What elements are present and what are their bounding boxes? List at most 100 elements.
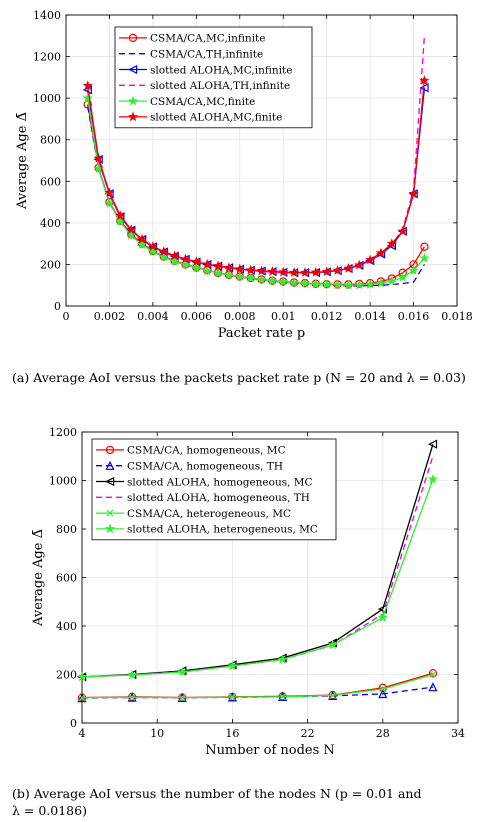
chart0-point-csma-ca-mc-finite	[180, 259, 191, 270]
chart1-x-tick-label: 22	[301, 727, 315, 740]
chart0-point-csma-ca-mc-finite	[278, 276, 289, 287]
chart1-point-slotted-aloha-heterogeneous-mc	[227, 660, 238, 671]
chart0-point-slotted-aloha-mc-finite	[158, 246, 169, 256]
chart0-point-slotted-aloha-mc-finite	[136, 233, 148, 244]
chart1-legend-box	[91, 438, 337, 541]
chart0-y-tick-label: 1000	[33, 92, 61, 105]
chart1-legend-marker	[105, 460, 115, 470]
chart1-y-axis-label: Average Age Δ̄	[31, 529, 46, 627]
chart0-point-csma-ca-mc-finite	[147, 246, 158, 256]
chart1-point-csma-ca-heterogeneous-mc	[329, 691, 337, 699]
chart1-series-csma-ca-heterogeneous-mc	[78, 671, 437, 702]
chart1-point-csma-ca-heterogeneous-mc	[128, 693, 136, 701]
chart0-point-slotted-aloha-mc-finite	[375, 247, 387, 258]
chart0-axes-box	[65, 14, 458, 307]
chart0-x-tick-label: 0.01	[271, 310, 296, 323]
chart0-point-slotted-aloha-mc-finite	[354, 259, 365, 270]
chart0-point-slotted-aloha-mc-finite	[147, 240, 158, 251]
chart1-legend-marker	[105, 476, 115, 487]
chart0-point-csma-ca-mc-finite	[245, 272, 256, 283]
chart1-x-tick-label: 28	[376, 727, 390, 740]
chart1-line-slotted-aloha-homogeneous-th	[81, 456, 434, 678]
chart0-point-slotted-aloha-mc-finite	[288, 267, 300, 277]
chart0-x-axis-label: Packet rate p	[218, 326, 305, 341]
chart0-y-tick-label: 200	[40, 258, 61, 271]
chart0-point-slotted-aloha-mc-finite	[202, 258, 213, 269]
chart1-legend-label: CSMA/CA, homogeneous, TH	[127, 461, 283, 473]
chart0-x-tick-label: 0.012	[311, 310, 343, 323]
chart0-point-slotted-aloha-mc-finite	[299, 267, 311, 277]
chart0-series-csma-ca-mc-finite	[82, 92, 430, 290]
chart0-legend-label: CSMA/CA,MC,finite	[150, 96, 255, 108]
chart1-point-csma-ca-heterogeneous-mc	[228, 693, 236, 701]
chart0-point-slotted-aloha-mc-finite	[169, 250, 180, 261]
chart1-legend-label: CSMA/CA, homogeneous, MC	[127, 445, 286, 457]
chart1-y-tick-label: 600	[56, 572, 77, 585]
chart0-point-csma-ca-mc-infinite	[420, 242, 429, 251]
chart0-point-csma-ca-mc-finite	[169, 255, 180, 266]
chart0-point-slotted-aloha-mc-finite	[321, 266, 332, 277]
chart1-legend-label: CSMA/CA, heterogeneous, MC	[127, 508, 291, 520]
chart0-point-csma-ca-mc-finite	[223, 269, 235, 280]
chart1-point-csma-ca-heterogeneous-mc	[279, 693, 286, 701]
chart0-x-tick-label: 0.016	[398, 310, 430, 323]
chart0-point-csma-ca-mc-finite	[419, 252, 430, 263]
chart0-point-csma-ca-mc-finite	[365, 279, 376, 289]
chart1-x-tick-label: 16	[225, 727, 239, 740]
chart0-point-csma-ca-mc-finite	[299, 278, 311, 288]
chart1-point-slotted-aloha-heterogeneous-mc	[427, 473, 439, 484]
chart0-point-csma-ca-mc-finite	[256, 274, 267, 284]
chart1-y-tick-label: 0	[70, 717, 77, 730]
chart0-point-csma-ca-mc-finite	[158, 251, 169, 262]
chart1-point-csma-ca-heterogeneous-mc	[178, 694, 186, 702]
chart0-y-tick-label: 800	[40, 134, 61, 147]
chart1-y-tick-label: 200	[56, 669, 77, 682]
chart-a: 0 0.002 0.004 0.006 0.008 0.01 0.012 0.014 0.016…	[15, 9, 473, 341]
chart1-legend-label: slotted ALOHA, homogeneous, MC	[127, 476, 313, 488]
chart1-legend-marker	[104, 523, 116, 534]
chart0-point-slotted-aloha-mc-finite	[115, 210, 126, 220]
chart0-point-slotted-aloha-mc-finite	[234, 263, 245, 274]
chart0-point-slotted-aloha-mc-finite	[278, 266, 289, 277]
chart1-series-slotted-aloha-heterogeneous-mc	[76, 473, 439, 682]
chart1-point-csma-ca-homogeneous-th	[428, 682, 438, 692]
chart0-point-csma-ca-mc-finite	[202, 265, 213, 275]
chart1-x-tick-label: 34	[451, 727, 465, 740]
chart1-point-slotted-aloha-heterogeneous-mc	[127, 669, 138, 680]
chart1-point-slotted-aloha-heterogeneous-mc	[327, 639, 338, 650]
chart0-y-axis-label: Average Age Δ̄	[15, 112, 30, 210]
chart1-point-slotted-aloha-heterogeneous-mc	[277, 654, 288, 664]
chart0-point-slotted-aloha-mc-finite	[408, 188, 419, 199]
chart0-point-csma-ca-mc-finite	[375, 277, 387, 288]
chart1-point-csma-ca-heterogeneous-mc	[379, 685, 387, 693]
chart0-x-tick-label: 0	[63, 310, 70, 323]
chart0-point-csma-ca-mc-finite	[267, 275, 278, 286]
caption-b-line2: λ = 0.0186)	[12, 803, 87, 818]
chart0-point-slotted-aloha-mc-finite	[104, 187, 115, 198]
chart1-x-axis-label: Number of nodes N	[205, 743, 335, 758]
chart0-legend-label: slotted ALOHA,MC,infinite	[150, 64, 292, 76]
chart1-point-slotted-aloha-heterogeneous-mc	[377, 612, 388, 622]
chart1-point-csma-ca-homogeneous-th	[378, 688, 388, 699]
chart0-point-slotted-aloha-mc-finite	[256, 265, 267, 276]
chart1-x-tick-label: 4	[79, 727, 86, 740]
chart0-y-tick-label: 0	[54, 300, 61, 313]
chart1-y-tick-label: 1200	[49, 426, 77, 439]
chart0-x-tick-label: 0.018	[441, 310, 473, 323]
chart0-y-tick-label: 1400	[33, 9, 61, 22]
chart0-legend-box	[114, 26, 313, 129]
chart0-point-slotted-aloha-mc-finite	[212, 260, 224, 271]
chart0-point-slotted-aloha-mc-finite	[267, 266, 278, 276]
chart1-point-csma-ca-heterogeneous-mc	[429, 671, 437, 678]
chart0-legend-marker	[128, 33, 138, 43]
caption-b-line1: (b) Average AoI versus the number of the…	[12, 786, 422, 801]
chart0-point-csma-ca-mc-finite	[332, 279, 343, 290]
chart0-point-slotted-aloha-mc-finite	[332, 265, 343, 275]
chart0-point-slotted-aloha-mc-finite	[419, 75, 430, 85]
chart1-point-slotted-aloha-heterogeneous-mc	[177, 666, 188, 677]
chart0-point-csma-ca-mc-finite	[343, 279, 354, 290]
chart0-legend: CSMA/CA,MC,infinite CSMA/CA,TH,infinite sl…	[114, 26, 313, 129]
chart0-series-slotted-aloha-mc-finite	[82, 75, 430, 277]
chart1-series-slotted-aloha-homogeneous-th	[81, 456, 434, 678]
chart0-point-slotted-aloha-mc-finite	[365, 254, 376, 265]
